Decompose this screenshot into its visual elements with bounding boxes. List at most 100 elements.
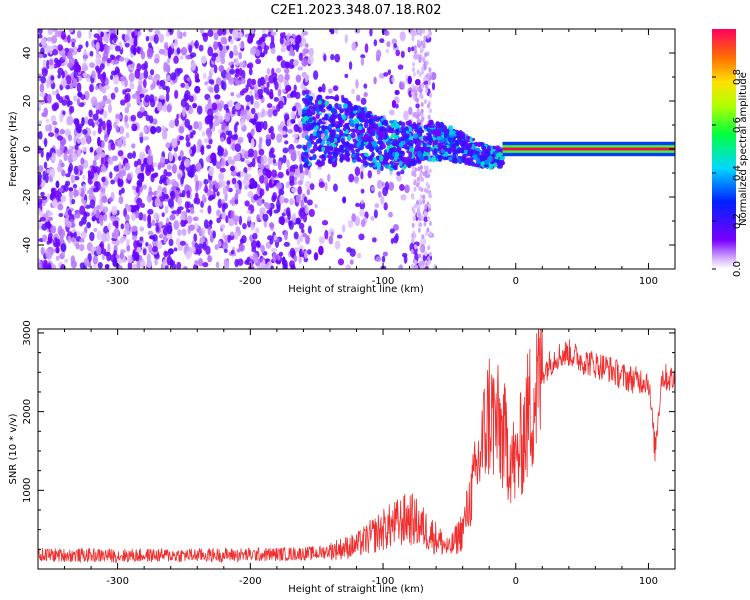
heatmap-cell: [371, 151, 375, 158]
heatmap-cell: [194, 78, 201, 83]
heatmap-cell: [113, 227, 120, 238]
heatmap-cell: [358, 134, 363, 142]
heatmap-cell: [226, 45, 230, 51]
heatmap-cell: [359, 200, 366, 210]
heatmap-cell: [385, 48, 390, 54]
heatmap-cell: [278, 82, 282, 90]
heatmap-cell: [275, 182, 283, 190]
heatmap-cell: [428, 137, 434, 143]
heatmap-cell: [45, 124, 51, 132]
heatmap-cell: [148, 29, 153, 33]
heatmap-cell: [157, 221, 164, 227]
heatmap-cell: [310, 140, 315, 145]
heatmap-cell: [240, 109, 244, 117]
heatmap-cell: [50, 75, 55, 81]
heatmap-cell: [142, 184, 147, 190]
heatmap-cell: [285, 84, 292, 92]
heatmap-cell: [374, 203, 380, 208]
heatmap-cell: [328, 88, 333, 94]
heatmap-cell: [367, 128, 374, 134]
heatmap-cell: [151, 77, 157, 82]
heatmap-cell: [373, 76, 377, 85]
heatmap-cell: [180, 82, 186, 88]
heatmap-cell: [260, 111, 265, 119]
heatmap-cell: [177, 196, 183, 206]
heatmap-cell: [169, 119, 175, 129]
heatmap-cell: [360, 219, 366, 228]
heatmap-cell: [467, 157, 472, 163]
heatmap-cell: [425, 84, 429, 90]
heatmap-cell: [184, 201, 190, 210]
heatmap-cell: [425, 35, 432, 43]
heatmap-cell: [103, 133, 109, 143]
heatmap-cell: [106, 57, 112, 64]
heatmap-cell: [392, 164, 397, 169]
heatmap-cell: [57, 74, 61, 79]
heatmap-cell: [117, 150, 124, 157]
heatmap-cell: [309, 95, 314, 101]
heatmap-cell: [244, 185, 248, 190]
heatmap-cell: [360, 188, 365, 194]
heatmap-cell: [171, 163, 177, 174]
heatmap-cell: [334, 240, 341, 250]
heatmap-cell: [290, 119, 296, 124]
heatmap-cell: [253, 149, 258, 160]
heatmap-cell: [85, 40, 89, 48]
heatmap-cell: [39, 216, 46, 222]
heatmap-cell: [202, 262, 209, 268]
colorbar-tick-label: 0.8: [732, 69, 743, 85]
heatmap-cell: [341, 141, 347, 145]
heatmap-cell: [354, 29, 361, 34]
y-tick-label: 3000: [22, 320, 33, 345]
heatmap-cell: [131, 31, 136, 38]
heatmap-cell: [369, 146, 375, 153]
heatmap-cell: [363, 152, 369, 157]
heatmap-cell: [52, 198, 58, 208]
heatmap-cell: [93, 227, 98, 233]
heatmap-cell: [222, 81, 227, 91]
heatmap-cell: [288, 220, 294, 230]
heatmap-cell: [50, 225, 57, 234]
heatmap-cell: [200, 200, 204, 208]
heatmap-cell: [62, 81, 67, 88]
heatmap-cell: [412, 133, 418, 139]
heatmap-cell: [217, 103, 223, 112]
heatmap-cell: [300, 228, 305, 234]
heatmap-cell: [188, 44, 193, 54]
heatmap-cell: [158, 233, 164, 239]
heatmap-cell: [98, 214, 104, 223]
heatmap-cell: [302, 109, 307, 116]
colorbar-tick-label: 0.0: [732, 261, 743, 277]
heatmap-cell: [251, 118, 257, 126]
heatmap-cell: [233, 123, 238, 133]
heatmap-cell: [342, 127, 347, 132]
heatmap-cell: [162, 236, 167, 241]
heatmap-cell: [313, 141, 318, 147]
heatmap-cell: [55, 255, 60, 261]
heatmap-cell: [60, 243, 67, 252]
heatmap-cell: [282, 147, 289, 154]
heatmap-cell: [431, 155, 437, 163]
heatmap-cell: [181, 211, 186, 221]
heatmap-cell: [95, 85, 99, 91]
heatmap-cell: [367, 170, 373, 179]
heatmap-cell: [270, 265, 275, 269]
heatmap-cell: [304, 89, 310, 95]
heatmap-cell: [145, 241, 149, 247]
heatmap-cell: [60, 128, 65, 134]
heatmap-cell: [304, 180, 312, 190]
heatmap-cell: [224, 112, 231, 122]
heatmap-cell: [423, 35, 427, 41]
heatmap-cell: [359, 144, 365, 151]
heatmap-cell: [376, 161, 382, 168]
heatmap-cell: [124, 57, 129, 63]
heatmap-cell: [417, 39, 421, 45]
heatmap-cell: [493, 162, 498, 168]
heatmap-cell: [373, 39, 378, 47]
heatmap-cell: [185, 208, 191, 213]
heatmap-cell: [429, 92, 433, 98]
heatmap-cell: [152, 118, 158, 125]
heatmap-cell: [81, 116, 85, 126]
heatmap-cell: [136, 110, 144, 119]
heatmap-cell: [188, 148, 193, 155]
